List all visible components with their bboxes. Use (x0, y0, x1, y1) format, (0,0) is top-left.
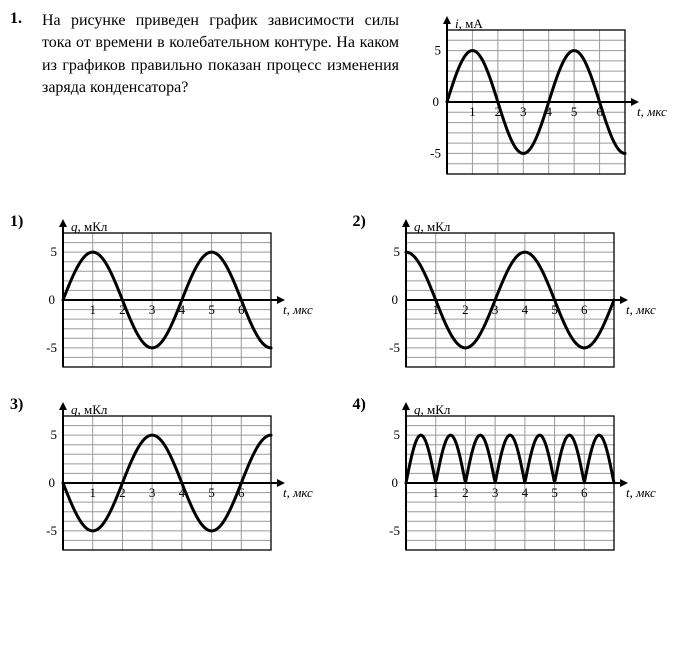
svg-text:1: 1 (90, 302, 97, 317)
option-1: 1) 1 2 3 4 5 6 -5 0 5 q, мКл t, мкс (10, 213, 329, 388)
svg-text:5: 5 (571, 104, 578, 119)
option-2: 2) 1 2 3 4 5 6 -5 0 5 q, мКл t, мкс (353, 213, 672, 388)
svg-text:-5: -5 (46, 340, 57, 355)
option-3-num: 3) (10, 396, 23, 414)
svg-text:5: 5 (209, 302, 216, 317)
svg-text:5: 5 (393, 244, 400, 259)
svg-text:4: 4 (521, 485, 528, 500)
svg-text:5: 5 (551, 302, 558, 317)
svg-text:6: 6 (596, 104, 603, 119)
svg-text:1: 1 (469, 104, 476, 119)
svg-text:4: 4 (521, 302, 528, 317)
svg-text:5: 5 (51, 244, 58, 259)
svg-text:6: 6 (238, 485, 245, 500)
svg-text:3: 3 (149, 485, 156, 500)
svg-text:2: 2 (120, 302, 127, 317)
question-text: На рисунке приведен график зависимости с… (42, 10, 399, 100)
svg-text:5: 5 (209, 485, 216, 500)
svg-text:4: 4 (179, 302, 186, 317)
svg-text:t, мкс: t, мкс (283, 302, 313, 317)
svg-text:1: 1 (90, 485, 97, 500)
question-number: 1. (10, 10, 30, 28)
main-chart-container: 1 2 3 4 5 6 -5 0 5 i, мА t, мкс (411, 10, 671, 195)
svg-text:t, мкс: t, мкс (637, 104, 667, 119)
option-4-num: 4) (353, 396, 366, 414)
svg-text:t, мкс: t, мкс (626, 302, 656, 317)
option-4-chart: 1 2 3 4 5 6 -5 0 5 q, мКл t, мкс (370, 396, 660, 571)
svg-text:3: 3 (492, 302, 499, 317)
option-2-num: 2) (353, 213, 366, 231)
svg-text:5: 5 (393, 427, 400, 442)
svg-text:i, мА: i, мА (455, 16, 483, 31)
option-1-chart: 1 2 3 4 5 6 -5 0 5 q, мКл t, мкс (27, 213, 317, 388)
svg-text:t, мкс: t, мкс (283, 485, 313, 500)
svg-text:1: 1 (432, 302, 439, 317)
svg-text:0: 0 (391, 292, 398, 307)
svg-text:6: 6 (581, 302, 588, 317)
svg-text:3: 3 (149, 302, 156, 317)
svg-text:3: 3 (520, 104, 527, 119)
svg-text:2: 2 (120, 485, 127, 500)
svg-text:q, мКл: q, мКл (414, 219, 451, 234)
svg-text:2: 2 (462, 485, 469, 500)
option-4: 4) 1 2 3 4 5 6 -5 0 5 q, мКл t, мкс (353, 396, 672, 571)
option-3-chart: 1 2 3 4 5 6 -5 0 5 q, мКл t, мкс (27, 396, 317, 571)
svg-text:2: 2 (462, 302, 469, 317)
svg-text:2: 2 (495, 104, 502, 119)
svg-text:0: 0 (49, 292, 56, 307)
svg-text:0: 0 (433, 94, 440, 109)
option-2-chart: 1 2 3 4 5 6 -5 0 5 q, мКл t, мкс (370, 213, 660, 388)
option-1-num: 1) (10, 213, 23, 231)
options-grid: 1) 123456-505q, мКлt, мкс 2) 123456-505q… (10, 213, 671, 571)
svg-text:1: 1 (432, 485, 439, 500)
svg-text:q, мКл: q, мКл (71, 219, 108, 234)
svg-text:-5: -5 (389, 523, 400, 538)
svg-text:0: 0 (391, 475, 398, 490)
svg-text:4: 4 (545, 104, 552, 119)
svg-text:4: 4 (179, 485, 186, 500)
svg-text:5: 5 (435, 43, 442, 58)
svg-text:-5: -5 (46, 523, 57, 538)
svg-text:3: 3 (492, 485, 499, 500)
svg-text:-5: -5 (389, 340, 400, 355)
svg-text:6: 6 (581, 485, 588, 500)
svg-text:-5: -5 (430, 145, 441, 160)
svg-text:t, мкс: t, мкс (626, 485, 656, 500)
svg-text:q, мКл: q, мКл (414, 402, 451, 417)
option-3: 3) 1 2 3 4 5 6 -5 0 5 q, мКл t, мкс (10, 396, 329, 571)
svg-text:5: 5 (551, 485, 558, 500)
svg-text:0: 0 (49, 475, 56, 490)
svg-text:q, мКл: q, мКл (71, 402, 108, 417)
svg-text:6: 6 (238, 302, 245, 317)
svg-text:5: 5 (51, 427, 58, 442)
